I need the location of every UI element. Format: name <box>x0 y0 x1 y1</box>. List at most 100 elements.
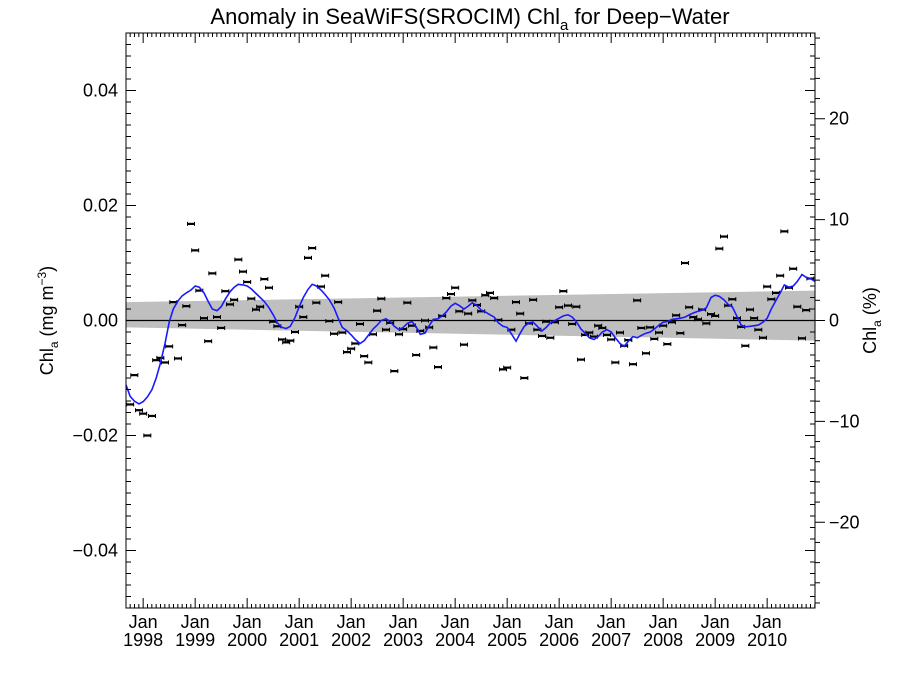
data-point <box>256 304 265 309</box>
x-tick-label-month: Jan <box>597 612 626 632</box>
y-axis-label-left-close: ) <box>37 266 57 272</box>
data-point <box>382 327 390 332</box>
data-point <box>161 360 169 365</box>
data-point <box>230 297 239 302</box>
data-point <box>572 304 581 309</box>
data-point <box>260 277 269 282</box>
data-point <box>520 376 529 380</box>
data-point <box>598 325 607 330</box>
x-tick-label-year: 1998 <box>123 630 163 650</box>
data-point <box>325 319 334 324</box>
data-point <box>377 296 386 301</box>
y2-tick-label: −20 <box>829 512 860 532</box>
data-point <box>780 229 789 234</box>
data-point <box>204 339 213 344</box>
data-point <box>403 300 412 305</box>
data-point <box>681 261 689 265</box>
data-point <box>607 337 616 342</box>
data-point <box>265 285 273 290</box>
data-point <box>442 296 451 301</box>
y-axis-label-left-main: Chl <box>37 348 57 375</box>
data-point <box>802 308 811 313</box>
x-tick-label-year: 2009 <box>695 630 735 650</box>
data-point <box>789 266 798 271</box>
data-point <box>412 353 421 357</box>
x-tick-label-year: 2004 <box>435 630 475 650</box>
data-point <box>312 300 321 305</box>
data-point <box>512 300 520 305</box>
data-point <box>455 309 464 314</box>
data-point <box>239 269 247 274</box>
data-point <box>637 325 646 330</box>
data-point <box>447 292 455 297</box>
data-point <box>347 346 356 351</box>
data-point <box>767 297 776 302</box>
data-point <box>676 331 685 336</box>
data-point <box>702 321 711 326</box>
data-point <box>793 304 802 309</box>
y-tick-label: −0.02 <box>72 426 118 446</box>
data-point <box>304 255 312 260</box>
x-tick-label-month: Jan <box>233 612 262 632</box>
x-tick-label-month: Jan <box>493 612 522 632</box>
data-point <box>291 330 299 334</box>
data-point <box>720 234 728 239</box>
data-point <box>464 311 473 316</box>
y-axis-left: 0.04 0.02 0.00 −0.02 −0.04 <box>72 32 815 609</box>
y-tick-label: −0.04 <box>72 541 118 561</box>
data-point <box>390 369 399 374</box>
data-point <box>148 413 156 418</box>
x-tick-label-month: Jan <box>649 612 678 632</box>
data-point <box>746 307 754 312</box>
data-point <box>174 356 182 361</box>
data-point <box>330 331 338 336</box>
data-point <box>754 327 763 332</box>
data-point <box>642 351 650 356</box>
x-tick-label-year: 2006 <box>539 630 579 650</box>
data-point <box>616 330 624 335</box>
data-point <box>798 336 806 341</box>
data-point <box>226 302 234 307</box>
data-point <box>694 317 702 322</box>
y2-tick-label: 20 <box>829 109 849 129</box>
data-point <box>243 279 252 284</box>
data-point <box>217 325 226 330</box>
data-point <box>360 354 369 359</box>
data-point <box>364 360 373 365</box>
data-point <box>278 337 286 342</box>
data-point <box>568 321 577 326</box>
data-point <box>338 330 347 335</box>
data-point <box>564 303 572 308</box>
data-point <box>715 246 724 251</box>
y-tick-label: 0.02 <box>83 196 118 216</box>
data-point <box>728 297 737 302</box>
data-point <box>143 433 152 438</box>
data-point <box>126 402 135 407</box>
data-point <box>208 271 217 276</box>
x-tick-label-year: 1999 <box>175 630 215 650</box>
data-point <box>429 345 438 350</box>
data-point <box>776 273 785 278</box>
chart-title: Anomaly in SeaWiFS(SROCIM) Chla for Deep… <box>210 4 729 34</box>
x-tick-label-month: Jan <box>285 612 314 632</box>
data-point <box>356 321 364 326</box>
data-point <box>663 342 672 347</box>
data-point <box>529 297 538 302</box>
x-tick-label-year: 2002 <box>331 630 371 650</box>
y-axis-label-right: Chla (%) <box>860 287 884 354</box>
data-point <box>178 323 187 328</box>
data-point <box>633 298 642 303</box>
data-point <box>490 296 499 301</box>
data-point <box>252 307 260 312</box>
data-point <box>182 304 191 309</box>
x-tick-label-month: Jan <box>129 612 158 632</box>
data-point <box>321 273 330 278</box>
data-point <box>187 221 195 226</box>
x-tick-label-month: Jan <box>337 612 366 632</box>
data-point <box>546 335 555 340</box>
x-tick-label-year: 2000 <box>227 630 267 650</box>
data-point <box>460 342 468 347</box>
data-point <box>559 289 568 294</box>
data-point <box>468 298 477 303</box>
